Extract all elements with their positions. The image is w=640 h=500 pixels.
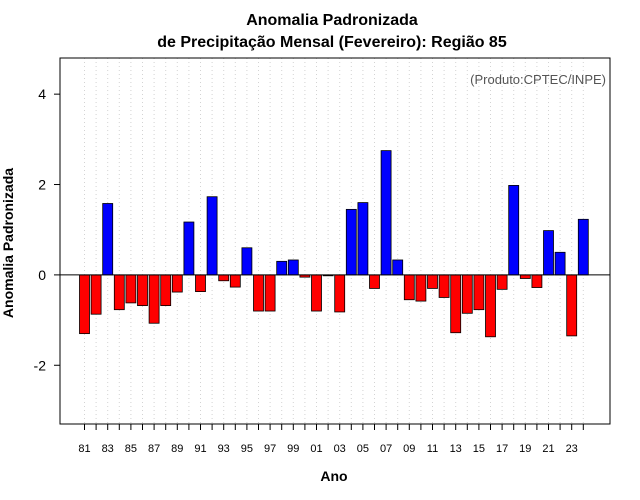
x-tick-label: 99 xyxy=(287,443,299,455)
x-tick-label: 03 xyxy=(334,443,346,455)
x-tick-label: 07 xyxy=(380,443,392,455)
bar xyxy=(531,274,543,288)
bar xyxy=(554,251,566,276)
bar xyxy=(403,274,415,301)
bar xyxy=(461,274,473,314)
bar xyxy=(241,247,253,276)
x-tick-label: 89 xyxy=(171,443,183,455)
bar xyxy=(566,274,578,337)
bar xyxy=(519,274,531,279)
bar xyxy=(357,202,369,276)
bar xyxy=(148,274,160,324)
bar xyxy=(253,274,264,312)
x-tick-label: 97 xyxy=(264,443,276,455)
chart-title-line1: Anomalia Padronizada xyxy=(246,12,418,29)
bar xyxy=(369,274,380,289)
bar xyxy=(427,274,438,289)
x-tick-label: 17 xyxy=(496,443,508,455)
bar xyxy=(473,274,485,311)
y-axis: -2 0 2 4 xyxy=(34,86,60,373)
bar xyxy=(380,150,392,276)
bar xyxy=(160,274,172,307)
bar xyxy=(485,274,496,338)
bar xyxy=(508,185,520,276)
x-tick-label: 83 xyxy=(102,443,114,455)
x-tick-label: 09 xyxy=(403,443,415,455)
x-tick-label: 11 xyxy=(427,443,438,455)
bar xyxy=(183,221,195,276)
x-tick-label: 23 xyxy=(566,443,578,455)
bar xyxy=(577,218,589,276)
chart-annotation: (Produto:CPTEC/INPE) xyxy=(470,72,606,87)
bar xyxy=(171,274,183,293)
bar xyxy=(543,230,554,276)
bar xyxy=(113,274,125,311)
plot-frame xyxy=(59,57,611,425)
x-tick-label: 87 xyxy=(148,443,160,455)
bar xyxy=(206,196,218,276)
x-tick-label: 93 xyxy=(218,443,230,455)
x-tick-label: 81 xyxy=(78,443,90,455)
bar xyxy=(450,274,462,334)
bars-layer xyxy=(79,150,589,338)
x-tick-label: 15 xyxy=(473,443,485,455)
bar xyxy=(90,274,102,315)
y-tick-label: 2 xyxy=(38,177,46,193)
bar xyxy=(125,274,137,304)
x-tick-label: 13 xyxy=(450,443,462,455)
x-tick-label: 91 xyxy=(194,443,206,455)
x-tick-label: 21 xyxy=(542,443,554,455)
bar xyxy=(195,274,206,293)
bar xyxy=(392,259,404,276)
bar xyxy=(311,274,322,312)
bar xyxy=(415,274,427,302)
bar xyxy=(79,274,90,335)
x-tick-label: 01 xyxy=(310,443,322,455)
x-tick-label: 19 xyxy=(519,443,531,455)
bar xyxy=(496,274,508,290)
y-tick-label: -2 xyxy=(34,357,47,373)
bar xyxy=(137,274,148,307)
bar xyxy=(345,208,357,276)
bar xyxy=(102,203,114,276)
bar xyxy=(276,260,288,276)
bar xyxy=(438,274,450,298)
bar xyxy=(264,274,276,312)
y-tick-label: 4 xyxy=(38,86,46,102)
grid-layer xyxy=(84,58,584,424)
x-axis: 81 83 85 87 89 91 93 95 97 99 01 03 05 07 09 11 13 15 17 19… xyxy=(78,424,584,455)
x-tick-label: 85 xyxy=(125,443,137,455)
chart-title-line2: de Precipitação Mensal (Fevereiro): Regi… xyxy=(157,34,507,51)
bar xyxy=(287,259,299,276)
x-tick-label: 05 xyxy=(357,443,369,455)
x-tick-label: 95 xyxy=(241,443,253,455)
y-axis-label: Anomalia Padronizada xyxy=(0,168,16,318)
y-tick-label: 0 xyxy=(38,267,46,283)
bar xyxy=(334,274,346,313)
x-axis-label: Ano xyxy=(320,468,347,484)
bar xyxy=(218,274,230,282)
bar xyxy=(229,274,241,288)
